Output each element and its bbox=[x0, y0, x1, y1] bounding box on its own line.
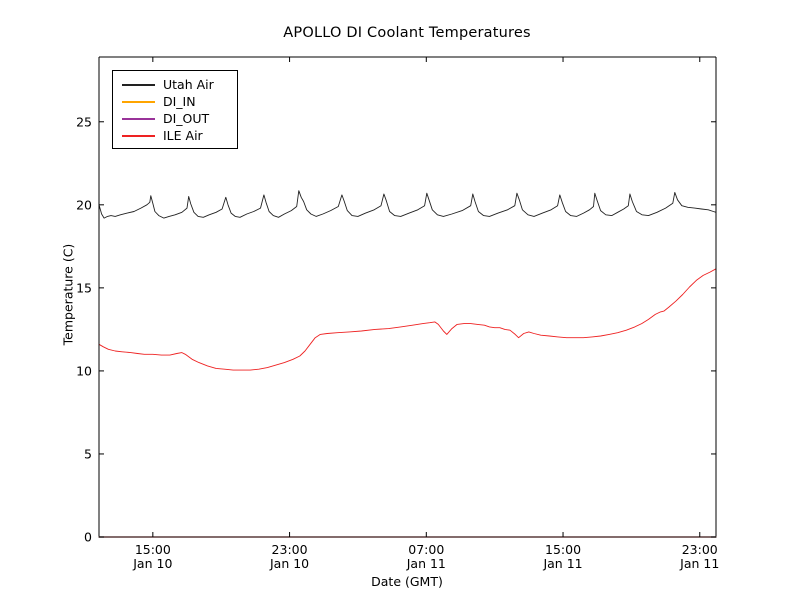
y-tick-label: 25 bbox=[76, 114, 92, 129]
y-tick-label: 20 bbox=[76, 197, 92, 212]
legend-line-sample bbox=[122, 134, 155, 137]
legend-line-sample bbox=[122, 117, 155, 120]
x-tick-label-time: 15:00 bbox=[135, 542, 171, 557]
x-axis-label: Date (GMT) bbox=[371, 574, 443, 589]
x-tick-label-time: 23:00 bbox=[682, 542, 718, 557]
y-tick-label: 10 bbox=[76, 363, 92, 378]
legend-label: ILE Air bbox=[163, 128, 203, 143]
y-axis-label: Temperature (C) bbox=[60, 243, 76, 346]
x-tick-label-time: 15:00 bbox=[545, 542, 581, 557]
x-tick-label-time: 23:00 bbox=[272, 542, 308, 557]
legend-row-ile-air: ILE Air bbox=[122, 127, 237, 144]
legend-row-di-in: DI_IN bbox=[122, 93, 237, 110]
y-tick-label: 5 bbox=[84, 446, 92, 461]
series-ile-air bbox=[98, 268, 717, 371]
x-tick-label-date: Jan 10 bbox=[132, 556, 172, 571]
y-tick-label: 0 bbox=[84, 530, 92, 545]
legend-label: Utah Air bbox=[163, 77, 214, 92]
x-tick-label-time: 07:00 bbox=[408, 542, 444, 557]
series-utah-air bbox=[98, 190, 717, 219]
y-tick-label: 15 bbox=[76, 280, 92, 295]
legend-line-sample bbox=[122, 83, 155, 86]
x-tick-label-date: Jan 11 bbox=[679, 556, 719, 571]
x-tick-label-date: Jan 11 bbox=[406, 556, 446, 571]
legend: Utah Air DI_IN DI_OUT ILE Air bbox=[112, 70, 238, 149]
legend-line-sample bbox=[122, 100, 155, 103]
legend-row-utah-air: Utah Air bbox=[122, 76, 237, 93]
x-tick-label-date: Jan 10 bbox=[269, 556, 309, 571]
legend-row-di-out: DI_OUT bbox=[122, 110, 237, 127]
chart-title: APOLLO DI Coolant Temperatures bbox=[283, 25, 531, 41]
legend-label: DI_IN bbox=[163, 94, 196, 109]
legend-label: DI_OUT bbox=[163, 111, 210, 126]
x-tick-label-date: Jan 11 bbox=[542, 556, 582, 571]
